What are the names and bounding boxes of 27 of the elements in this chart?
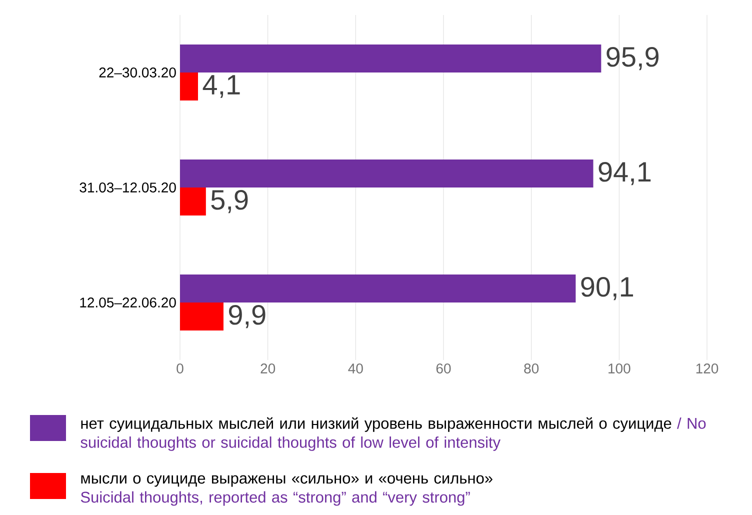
legend-label: нет суицидальных мыслей или низкий уровень выраженности мыслей о суициде — [81, 417, 672, 432]
legend-label: мысли о суициде выражены «сильно» и «очень сильно» — [81, 475, 492, 487]
data-label: 94,1 — [598, 162, 651, 186]
bar — [180, 274, 576, 303]
y-tick-label: 22–30.03.20 — [99, 68, 176, 78]
text: suicidal thoughts or suicidal thoughts of low level of intensity — [80, 436, 501, 451]
bar — [180, 302, 224, 331]
x-tick-label: 80 — [524, 364, 539, 374]
bar — [180, 72, 198, 101]
x-tick-label: 60 — [436, 364, 451, 374]
data-label: 90,1 — [581, 276, 634, 300]
data-label: 5,9 — [211, 190, 248, 214]
x-tick-label: 20 — [260, 364, 276, 374]
data-label: 4,1 — [202, 75, 240, 98]
x-tick-label: 120 — [696, 364, 718, 374]
y-tick-label: 31.03–12.05.20 — [80, 182, 176, 192]
x-tick-label: 0 — [176, 364, 184, 374]
y-tick-label: 12.05–22.06.20 — [80, 298, 176, 308]
bar — [180, 160, 594, 188]
bar — [180, 188, 206, 216]
x-tick-label: 100 — [608, 364, 630, 374]
x-tick-label: 40 — [348, 364, 363, 374]
data-label: 9,9 — [228, 304, 266, 328]
text: Suicidal thoughts, reported as “strong” and “very strong” — [80, 491, 470, 506]
text: / No — [677, 417, 706, 429]
data-label: 95,9 — [606, 46, 659, 70]
bar — [180, 44, 602, 73]
